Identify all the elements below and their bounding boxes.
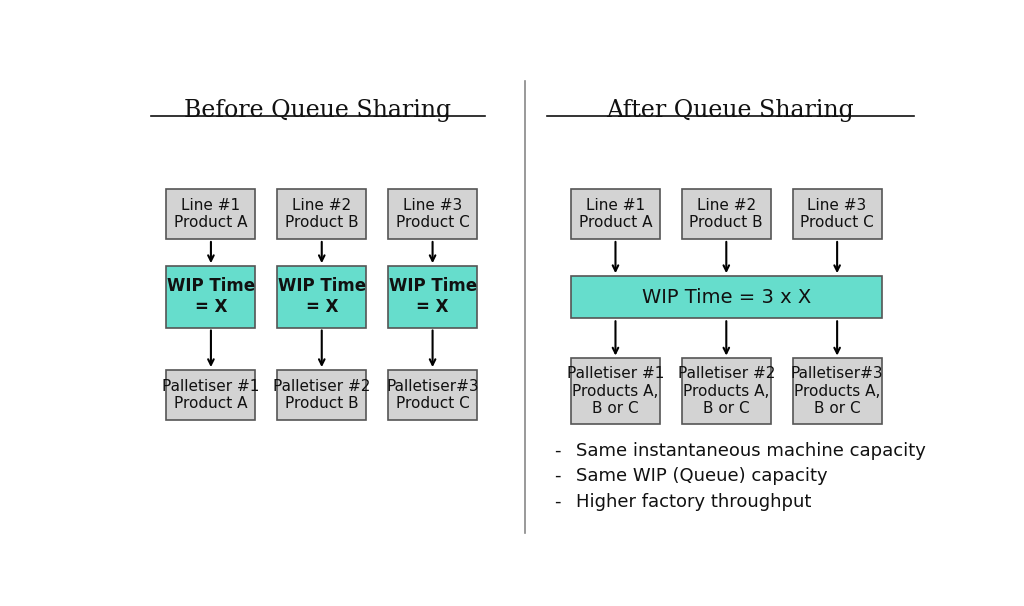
Text: Palletiser#3
Product C: Palletiser#3 Product C xyxy=(386,379,479,411)
Text: Palletiser#3
Products A,
B or C: Palletiser#3 Products A, B or C xyxy=(791,366,884,416)
FancyBboxPatch shape xyxy=(278,266,367,328)
FancyBboxPatch shape xyxy=(571,276,882,318)
Text: Palletiser #2
Products A,
B or C: Palletiser #2 Products A, B or C xyxy=(678,366,775,416)
Text: Line #3
Product C: Line #3 Product C xyxy=(395,198,469,230)
Text: WIP Time = 3 x X: WIP Time = 3 x X xyxy=(642,288,811,307)
Text: -: - xyxy=(554,442,561,460)
Text: Same instantaneous machine capacity: Same instantaneous machine capacity xyxy=(575,442,926,460)
Text: Line #2
Product B: Line #2 Product B xyxy=(285,198,358,230)
FancyBboxPatch shape xyxy=(571,358,660,424)
FancyBboxPatch shape xyxy=(166,370,255,420)
FancyBboxPatch shape xyxy=(278,189,367,239)
Text: -: - xyxy=(554,467,561,485)
Text: Palletiser #2
Product B: Palletiser #2 Product B xyxy=(273,379,371,411)
Text: Palletiser #1
Products A,
B or C: Palletiser #1 Products A, B or C xyxy=(567,366,665,416)
Text: Line #2
Product B: Line #2 Product B xyxy=(689,198,763,230)
FancyBboxPatch shape xyxy=(388,370,477,420)
Text: WIP Time
= X: WIP Time = X xyxy=(278,278,366,316)
Text: Palletiser #1
Product A: Palletiser #1 Product A xyxy=(162,379,260,411)
Text: Line #3
Product C: Line #3 Product C xyxy=(800,198,874,230)
FancyBboxPatch shape xyxy=(682,358,771,424)
FancyBboxPatch shape xyxy=(278,370,367,420)
Text: WIP Time
= X: WIP Time = X xyxy=(167,278,255,316)
Text: Same WIP (Queue) capacity: Same WIP (Queue) capacity xyxy=(575,467,827,485)
FancyBboxPatch shape xyxy=(166,266,255,328)
Text: WIP Time
= X: WIP Time = X xyxy=(388,278,476,316)
FancyBboxPatch shape xyxy=(166,189,255,239)
FancyBboxPatch shape xyxy=(571,189,660,239)
Text: Line #1
Product A: Line #1 Product A xyxy=(579,198,652,230)
Text: -: - xyxy=(554,493,561,511)
Text: Before Queue Sharing: Before Queue Sharing xyxy=(184,99,452,122)
FancyBboxPatch shape xyxy=(388,266,477,328)
FancyBboxPatch shape xyxy=(793,189,882,239)
FancyBboxPatch shape xyxy=(793,358,882,424)
Text: Line #1
Product A: Line #1 Product A xyxy=(174,198,248,230)
Text: Higher factory throughput: Higher factory throughput xyxy=(575,493,811,511)
Text: After Queue Sharing: After Queue Sharing xyxy=(606,99,854,122)
FancyBboxPatch shape xyxy=(682,189,771,239)
FancyBboxPatch shape xyxy=(388,189,477,239)
